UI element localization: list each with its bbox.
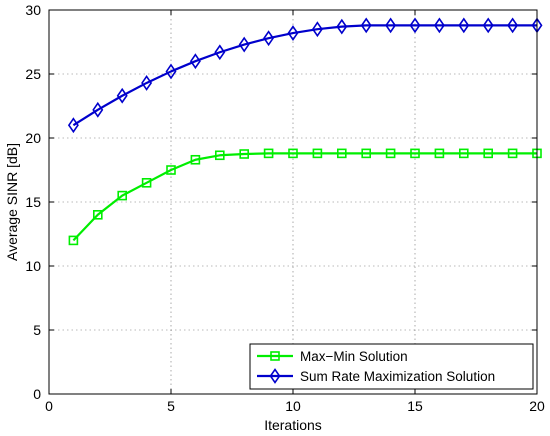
series-layer — [67, 17, 543, 246]
series-1-point — [458, 148, 469, 159]
series-2-point — [287, 25, 299, 41]
y-tick-label: 5 — [33, 322, 41, 338]
series-2-point — [336, 18, 348, 35]
x-axis-label: Iterations — [264, 417, 322, 433]
series-2-point — [507, 17, 519, 34]
series-2-point — [433, 17, 445, 34]
series-2-point — [482, 17, 494, 34]
y-tick-label: 0 — [33, 386, 41, 402]
series-2-point — [165, 63, 177, 80]
series-2 — [67, 17, 543, 134]
series-1-point — [117, 190, 127, 201]
series-2-point — [238, 36, 250, 53]
x-tick-label: 20 — [529, 398, 545, 414]
legend-label-2: Sum Rate Maximization Solution — [300, 369, 495, 384]
series-1-point — [166, 165, 176, 175]
series-1-point — [239, 149, 249, 159]
series-1-point — [68, 235, 79, 246]
series-2-point — [458, 17, 470, 34]
legend-box — [249, 343, 534, 390]
x-tick-label: 15 — [407, 398, 423, 414]
y-tick-label: 10 — [25, 258, 41, 274]
series-2-point — [92, 101, 104, 118]
y-tick-label: 30 — [25, 2, 41, 18]
series-1-point — [410, 148, 420, 159]
series-1-point — [507, 148, 518, 159]
series-1-point — [336, 148, 347, 159]
grid — [49, 10, 537, 394]
series-1-point — [312, 148, 323, 159]
series-1 — [68, 148, 542, 246]
legend-marker-2 — [269, 368, 281, 384]
series-2-point — [360, 17, 372, 34]
series-2-point — [263, 30, 275, 47]
series-1-point — [190, 154, 201, 165]
y-tick-label: 20 — [25, 130, 41, 146]
series-2-point — [385, 17, 397, 34]
series-2-point — [409, 17, 421, 34]
series-1-point — [434, 148, 445, 159]
series-1-point — [141, 178, 152, 188]
series-2-point — [311, 21, 323, 38]
series-2-point — [116, 87, 128, 104]
x-tick-label: 0 — [45, 398, 53, 414]
series-2-point — [189, 53, 201, 70]
series-1-point — [93, 210, 103, 220]
ticks: 0 5 10 15 20 0 5 10 15 20 25 30 — [25, 2, 545, 414]
legend: Max−Min Solution Sum Rate Maximization So… — [249, 343, 534, 390]
series-1-point — [483, 148, 494, 159]
series-1-point — [215, 150, 225, 161]
y-axis-label: Average SINR [dB] — [4, 143, 20, 261]
series-1-point — [288, 148, 298, 159]
y-tick-label: 25 — [25, 66, 41, 82]
y-tick-label: 15 — [25, 194, 41, 210]
x-tick-label: 10 — [285, 398, 301, 414]
legend-label-1: Max−Min Solution — [300, 349, 408, 364]
series-1-point — [385, 148, 396, 159]
series-2-point — [67, 117, 79, 134]
series-2-point — [214, 44, 226, 61]
series-2-point — [141, 75, 153, 91]
series-1-point — [361, 148, 372, 159]
legend-marker-1 — [270, 351, 280, 361]
series-1-point — [263, 148, 274, 159]
x-tick-label: 5 — [167, 398, 175, 414]
